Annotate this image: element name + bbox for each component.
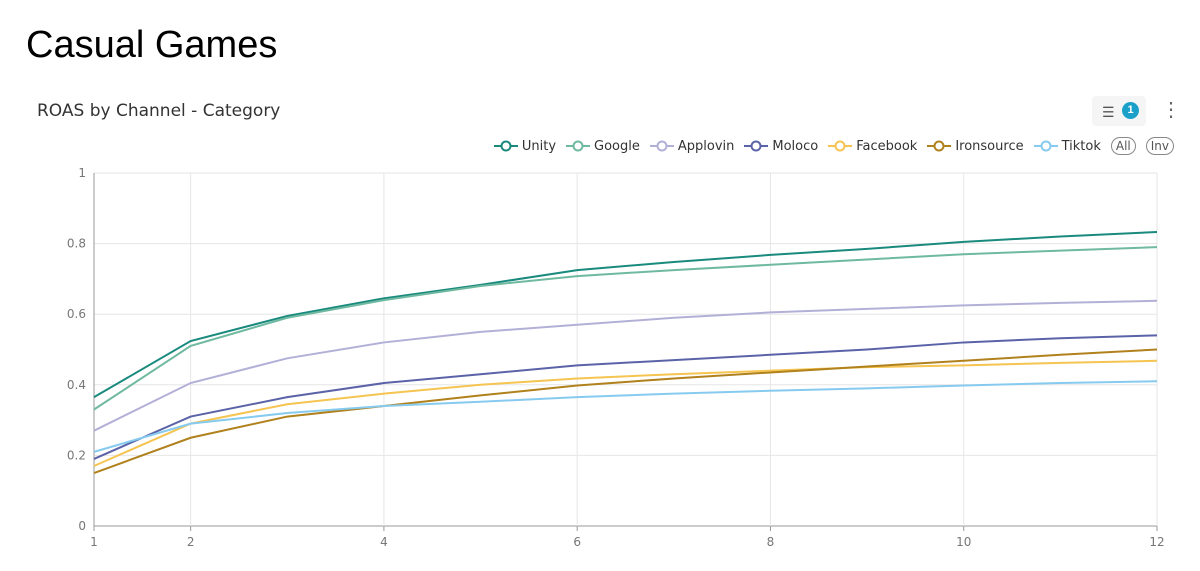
legend-marker-icon [566, 140, 591, 152]
legend-marker-icon [828, 140, 853, 152]
y-tick-label: 0.6 [67, 307, 86, 321]
y-tick-label: 0.4 [67, 378, 86, 392]
legend-item-moloco[interactable]: Moloco [744, 139, 818, 154]
legend-marker-icon [1033, 140, 1058, 152]
legend-item-facebook[interactable]: Facebook [828, 139, 917, 154]
y-tick-label: 0.8 [67, 237, 86, 251]
legend-label: Tiktok [1061, 138, 1101, 154]
legend-label: Unity [521, 138, 557, 154]
x-tick-label: 4 [380, 535, 388, 549]
x-tick-label: 1 [90, 535, 98, 549]
series-line-ironsource [93, 348, 1158, 474]
legend-all-button[interactable]: All [1110, 137, 1136, 155]
legend-item-applovin[interactable]: Applovin [649, 138, 735, 154]
x-tick-label: 2 [187, 535, 195, 549]
legend-marker-icon [493, 140, 518, 152]
y-tick-label: 0.2 [67, 448, 86, 462]
more-vertical-icon[interactable]: ⋮ [1161, 99, 1181, 121]
series-line-unity [93, 230, 1158, 399]
legend-label: Moloco [772, 138, 819, 154]
x-tick-label: 12 [1149, 535, 1164, 549]
legend-label: Facebook [856, 138, 918, 154]
legend-marker-icon [744, 140, 769, 152]
series-line-tiktok [93, 380, 1158, 453]
x-tick-label: 6 [573, 535, 581, 549]
y-tick-label: 1 [78, 166, 86, 180]
legend-label: Google [594, 138, 640, 154]
legend-label: Ironsource [955, 138, 1024, 154]
series-line-google [93, 246, 1158, 411]
x-tick-label: 8 [767, 535, 775, 549]
legend-item-google[interactable]: Google [566, 139, 640, 154]
filter-button[interactable]: ☰ 1 [1092, 96, 1146, 126]
y-tick-label: 0 [78, 519, 86, 533]
x-tick-label: 10 [956, 535, 971, 549]
legend-item-ironsource[interactable]: Ironsource [927, 138, 1024, 154]
legend-label: Applovin [677, 138, 735, 154]
legend-marker-icon [927, 140, 952, 152]
legend-marker-icon [649, 140, 674, 152]
filter-count-badge: 1 [1122, 102, 1139, 119]
legend-inv-button[interactable]: Inv [1145, 137, 1174, 155]
page-title: Casual Games [26, 24, 278, 66]
legend-item-tiktok[interactable]: Tiktok [1033, 138, 1101, 154]
chart-title: ROAS by Channel - Category [37, 101, 281, 121]
series-line-facebook [93, 359, 1158, 467]
filter-icon: ☰ [1102, 104, 1115, 120]
series-line-applovin [93, 299, 1158, 432]
legend-item-unity[interactable]: Unity [493, 138, 557, 154]
series-line-moloco [93, 334, 1158, 460]
legend: Unity Google Applovin Moloco Facebook Ironsou… [493, 137, 1174, 155]
